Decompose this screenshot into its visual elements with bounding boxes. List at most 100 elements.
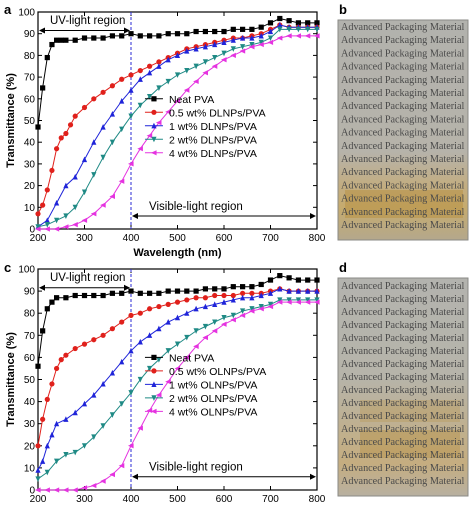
data-point <box>305 26 311 33</box>
data-point <box>81 400 88 407</box>
data-point <box>240 308 246 314</box>
data-point <box>72 113 78 119</box>
data-point <box>90 211 97 217</box>
x-tick-label: 400 <box>123 494 140 505</box>
photo-d-text-line: Advanced Packaging Material <box>341 450 465 461</box>
x-tick-label: 800 <box>309 494 326 505</box>
data-point <box>155 392 162 398</box>
data-point <box>212 41 218 48</box>
data-point <box>128 347 134 354</box>
data-point <box>174 98 181 104</box>
data-point <box>276 299 283 305</box>
x-tick-label: 700 <box>262 494 279 505</box>
data-point <box>49 431 55 438</box>
data-point <box>277 15 283 22</box>
data-point <box>258 303 264 310</box>
x-tick-label: 700 <box>262 233 279 244</box>
data-point <box>128 443 134 449</box>
series-5 <box>35 299 320 493</box>
data-point <box>81 443 88 449</box>
data-point <box>193 63 199 70</box>
data-point <box>119 33 125 39</box>
x-tick-label: 500 <box>169 494 186 505</box>
data-point <box>118 463 125 469</box>
data-point <box>91 292 97 299</box>
photo-b-text-line: Advanced Packaging Material <box>341 167 465 178</box>
data-point <box>118 178 125 184</box>
data-point <box>230 312 236 319</box>
data-point <box>314 26 320 33</box>
photo-d-text-line: Advanced Packaging Material <box>341 320 465 331</box>
data-point <box>184 288 190 294</box>
data-point <box>119 358 125 365</box>
data-point <box>58 37 64 43</box>
data-point <box>49 381 55 387</box>
data-point <box>62 224 69 230</box>
data-point <box>184 297 190 303</box>
data-point <box>128 288 134 294</box>
data-point <box>240 290 246 296</box>
uv-arrowhead-right <box>124 284 130 291</box>
data-point <box>193 305 199 312</box>
data-point <box>277 26 283 33</box>
y-axis-label: Transmittance (%) <box>5 332 17 427</box>
legend-entry: 4 wt% OLNPs/PVA <box>169 406 258 418</box>
data-point <box>81 104 88 111</box>
legend-marker <box>151 368 157 374</box>
data-point <box>109 290 115 296</box>
data-point <box>305 297 311 303</box>
uv-arrowhead-left <box>39 284 45 291</box>
data-point <box>202 59 208 65</box>
data-point <box>72 222 78 228</box>
data-point <box>295 297 301 303</box>
x-tick-label: 300 <box>76 494 93 505</box>
data-point <box>240 26 246 32</box>
data-point <box>40 416 46 422</box>
data-point <box>119 76 125 82</box>
photo-b-text-line: Advanced Packaging Material <box>341 180 465 191</box>
data-point <box>44 469 50 476</box>
data-point <box>286 33 292 39</box>
data-point <box>286 275 292 281</box>
y-tick-label: 0 <box>29 225 35 236</box>
data-point <box>100 292 106 299</box>
data-point <box>44 187 50 193</box>
data-point <box>81 189 88 196</box>
data-point <box>81 156 88 163</box>
data-point <box>109 83 115 89</box>
data-point <box>58 357 64 363</box>
panel-label-c: c <box>4 260 11 275</box>
data-point <box>119 126 125 133</box>
data-point <box>109 139 115 146</box>
data-point <box>174 52 181 58</box>
data-point <box>184 67 190 74</box>
data-point <box>267 28 274 35</box>
y-tick-label: 20 <box>24 441 36 452</box>
data-point <box>230 37 236 43</box>
data-point <box>44 487 50 493</box>
data-point <box>239 312 246 319</box>
data-point <box>202 303 208 310</box>
data-point <box>202 28 208 35</box>
data-point <box>230 284 236 290</box>
data-point <box>54 420 60 427</box>
data-point <box>174 299 181 305</box>
data-point <box>258 292 264 299</box>
data-point <box>230 52 236 58</box>
data-point <box>128 113 134 120</box>
data-point <box>35 124 41 130</box>
data-point <box>146 133 153 139</box>
data-point <box>212 28 218 35</box>
data-point <box>304 299 311 305</box>
photo-b-text-line: Advanced Packaging Material <box>341 88 465 99</box>
data-point <box>240 284 246 290</box>
data-point <box>240 294 246 301</box>
data-point <box>295 299 301 305</box>
data-point <box>249 290 255 296</box>
data-point <box>119 290 125 296</box>
data-point <box>49 41 55 48</box>
data-point <box>91 96 97 102</box>
data-point <box>221 57 227 63</box>
data-point <box>267 290 274 296</box>
